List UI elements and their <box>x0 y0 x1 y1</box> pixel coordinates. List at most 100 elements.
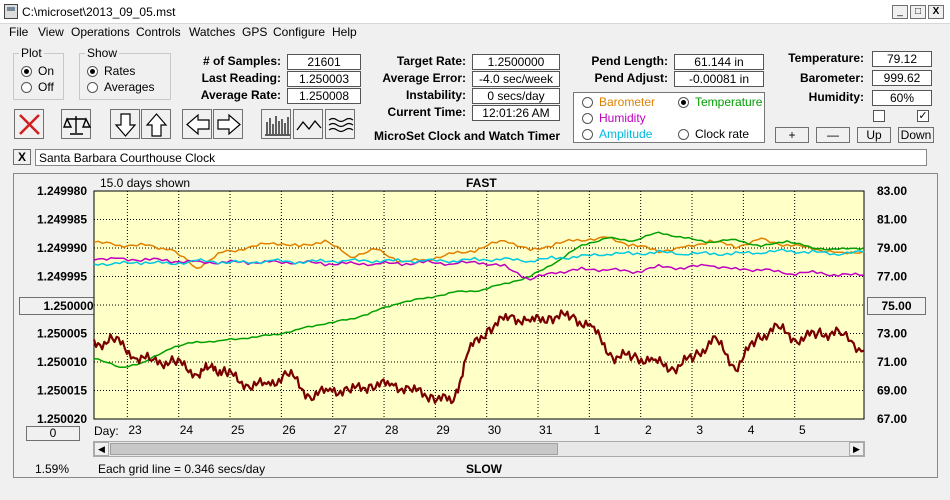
average-rate-value: 1.250008 <box>287 88 361 104</box>
x-tick-label: 30 <box>488 423 502 437</box>
x-tick-label: 27 <box>334 423 348 437</box>
menu-file[interactable]: File <box>9 25 29 39</box>
menu-bar: File View Operations Controls Watches GP… <box>0 24 950 42</box>
line-wave-icon <box>296 119 322 131</box>
show-rates-label: Rates <box>104 64 136 78</box>
multi-wave-icon <box>328 117 354 133</box>
close-window-button[interactable]: X <box>928 5 944 19</box>
menu-controls[interactable]: Controls <box>136 25 181 39</box>
y-left-tick: 1.250015 <box>37 384 87 398</box>
balance-button[interactable] <box>61 109 92 139</box>
menu-configure[interactable]: Configure <box>273 25 326 39</box>
amplitude-radio[interactable] <box>582 129 593 140</box>
minimize-button[interactable]: _ <box>892 5 908 19</box>
x-tick-label: 5 <box>799 423 806 437</box>
arrow-right-icon <box>217 113 241 136</box>
y-left-tick: 1.250005 <box>37 327 87 341</box>
menu-gps[interactable]: GPS <box>242 25 268 39</box>
zoom-out-button[interactable]: — <box>816 127 850 143</box>
multi-line-button[interactable] <box>325 109 355 139</box>
scroll-right-button[interactable]: ▶ <box>849 442 864 456</box>
plot-on-radio[interactable] <box>21 66 32 77</box>
plot-off-label: Off <box>38 80 54 94</box>
barometer-value: 999.62 <box>872 70 932 86</box>
average-error-value: -4.0 sec/week <box>472 71 560 87</box>
x-tick-label: 29 <box>436 423 450 437</box>
menu-operations[interactable]: Operations <box>71 25 130 39</box>
instability-value: 0 secs/day <box>472 88 560 104</box>
pend-adjust-label: Pend Adjust: <box>594 71 668 85</box>
y-left-tick: 1.249985 <box>37 213 87 227</box>
clear-button[interactable] <box>14 109 44 139</box>
samples-label: # of Samples: <box>202 54 281 68</box>
menu-watches[interactable]: Watches <box>189 25 236 39</box>
temperature-option-label: Temperature <box>695 95 763 109</box>
arrow-up-icon <box>145 113 168 137</box>
target-rate-label: Target Rate: <box>396 54 466 68</box>
show-rates-radio[interactable] <box>87 66 98 77</box>
arrow-left-icon <box>186 113 210 136</box>
clock-name-input[interactable]: Santa Barbara Courthouse Clock <box>35 149 927 166</box>
y-right-tick: 79.00 <box>877 241 907 255</box>
checkbox-2[interactable]: ✓ <box>917 110 929 122</box>
plot-on-label: On <box>38 64 55 78</box>
humidity-radio[interactable] <box>582 113 593 124</box>
bar-graph-button[interactable] <box>261 109 291 139</box>
move-right-button[interactable] <box>213 109 243 139</box>
x-tick-label: 31 <box>539 423 553 437</box>
barometer-radio[interactable] <box>582 97 593 108</box>
x-tick-label: 1 <box>594 423 601 437</box>
day-label: Day: <box>94 424 119 438</box>
x-tick-label: 2 <box>645 423 652 437</box>
samples-value: 21601 <box>287 54 361 70</box>
current-time-value: 12:01:26 AM <box>472 105 560 121</box>
app-icon <box>4 4 18 19</box>
humidity-label: Humidity: <box>808 90 864 104</box>
y-right-tick: 69.00 <box>877 384 907 398</box>
move-left-button[interactable] <box>182 109 212 139</box>
x-tick-label: 24 <box>180 423 194 437</box>
app-name: MicroSet Clock and Watch Timer <box>374 129 561 143</box>
line-graph-button[interactable] <box>293 109 323 139</box>
center-rate-button[interactable]: 1.250000 <box>19 297 118 315</box>
pend-length-input[interactable]: 61.144 in <box>674 54 764 70</box>
x-tick-label: 3 <box>696 423 703 437</box>
humidity-option-label: Humidity <box>599 111 646 125</box>
center-temp-button[interactable]: 75.00 <box>867 297 926 315</box>
y-left-tick: 1.249990 <box>37 241 87 255</box>
target-rate-input[interactable]: 1.2500000 <box>472 54 560 70</box>
maximize-button[interactable]: □ <box>910 5 926 19</box>
zero-button[interactable]: 0 <box>26 426 80 441</box>
temperature-radio[interactable] <box>678 97 689 108</box>
move-down-button[interactable] <box>110 109 140 139</box>
clock-rate-radio[interactable] <box>678 129 689 140</box>
y-right-tick: 83.00 <box>877 184 907 198</box>
amplitude-option-label: Amplitude <box>599 127 653 141</box>
y-right-tick: 81.00 <box>877 213 907 227</box>
percent-readout: 1.59% <box>35 462 70 476</box>
up-button[interactable]: Up <box>857 127 891 143</box>
instability-label: Instability: <box>405 88 466 102</box>
show-averages-radio[interactable] <box>87 82 98 93</box>
x-tick-label: 26 <box>282 423 296 437</box>
y-right-tick: 67.00 <box>877 412 907 426</box>
menu-view[interactable]: View <box>38 25 64 39</box>
down-button[interactable]: Down <box>898 127 934 143</box>
last-reading-value: 1.250003 <box>287 71 361 87</box>
note-close-button[interactable]: X <box>13 149 31 165</box>
zoom-in-button[interactable]: + <box>775 127 809 143</box>
pend-length-label: Pend Length: <box>591 54 668 68</box>
scroll-left-button[interactable]: ◀ <box>94 442 109 456</box>
plot-off-radio[interactable] <box>21 82 32 93</box>
menu-help[interactable]: Help <box>332 25 357 39</box>
checkbox-1[interactable] <box>873 110 885 122</box>
move-up-button[interactable] <box>141 109 171 139</box>
grid-note: Each grid line = 0.346 secs/day <box>98 462 266 476</box>
arrow-down-icon <box>114 113 137 137</box>
x-tick-label: 28 <box>385 423 399 437</box>
y-right-tick: 73.00 <box>877 327 907 341</box>
series-selector-group <box>573 92 765 143</box>
series-line-1 <box>93 231 865 369</box>
scroll-thumb[interactable] <box>110 443 558 455</box>
